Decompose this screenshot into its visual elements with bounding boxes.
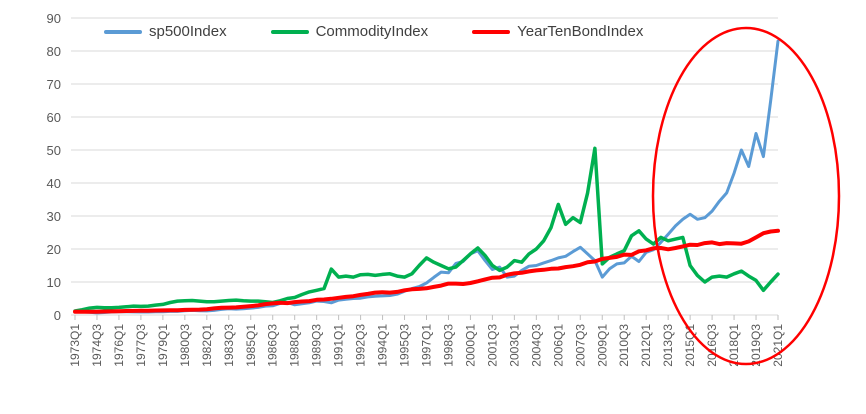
CommodityIndex-line-swatch	[270, 29, 309, 34]
series-line-sp500Index	[73, 39, 780, 315]
x-axis-tick-label: 2006Q1	[551, 324, 565, 367]
x-axis-tick-label: 2018Q1	[727, 324, 741, 367]
x-axis-tick-label: 1983Q3	[222, 324, 236, 367]
legend-item-YearTenBondIndex[interactable]: YearTenBondIndex	[472, 23, 643, 40]
y-axis-tick-label: 50	[47, 143, 61, 158]
y-axis-tick-label: 10	[47, 275, 61, 290]
y-axis-tick-label: 20	[47, 242, 61, 257]
x-axis-tick-label: 1985Q1	[244, 324, 258, 367]
x-axis-tick-label: 1998Q3	[441, 324, 455, 367]
x-axis-tick-label: 1995Q3	[398, 324, 412, 367]
y-axis-tick-label: 60	[47, 110, 61, 125]
x-axis-tick-label: 1979Q1	[156, 324, 170, 367]
series-line-YearTenBondIndex	[73, 228, 780, 314]
x-axis-tick-label: 2004Q3	[529, 324, 543, 367]
y-axis-tick-label: 30	[47, 209, 61, 224]
x-axis-tick-label: 2001Q3	[485, 324, 499, 367]
x-axis-tick-label: 2016Q3	[705, 324, 719, 367]
x-axis-tick-label: 2003Q1	[507, 324, 521, 367]
x-axis-tick-label: 1982Q1	[200, 324, 214, 367]
x-axis-tick-label: 2019Q3	[749, 324, 763, 367]
legend-label: CommodityIndex	[315, 23, 429, 40]
x-axis-tick-label: 1997Q1	[420, 324, 434, 367]
series-line-CommodityIndex	[73, 146, 780, 313]
x-axis-tick-label: 1991Q1	[332, 324, 346, 367]
x-axis-tick-label: 2013Q3	[661, 324, 675, 367]
x-axis-tick-label: 2009Q1	[595, 324, 609, 367]
y-axis-tick-label: 90	[47, 11, 61, 26]
x-axis-tick-label: 1974Q3	[90, 324, 104, 367]
x-axis-tick-label: 2000Q1	[463, 324, 477, 367]
x-axis-tick-label: 1994Q1	[376, 324, 390, 367]
legend-label: YearTenBondIndex	[517, 23, 644, 40]
y-axis-tick-label: 40	[47, 176, 61, 191]
legend-item-sp500Index[interactable]: sp500Index	[104, 23, 227, 40]
y-axis-tick-label: 80	[47, 44, 61, 59]
y-axis-tick-label: 70	[47, 77, 61, 92]
x-axis-tick-label: 1988Q1	[288, 324, 302, 367]
x-axis-tick-label: 1986Q3	[266, 324, 280, 367]
YearTenBondIndex-line-swatch	[472, 29, 511, 34]
x-axis-tick-label: 2010Q3	[617, 324, 631, 367]
sp500Index-line-swatch	[104, 29, 142, 34]
x-axis-tick-label: 1980Q3	[178, 324, 192, 367]
x-axis-tick-label: 1976Q1	[112, 324, 126, 367]
legend-label: sp500Index	[149, 23, 227, 40]
legend-item-CommodityIndex[interactable]: CommodityIndex	[270, 23, 429, 40]
annotation-ellipse	[651, 26, 841, 366]
x-axis-tick-label: 2007Q3	[573, 324, 587, 367]
x-axis-tick-label: 2012Q1	[639, 324, 653, 367]
x-axis-tick-label: 1973Q1	[68, 324, 82, 367]
x-axis-tick-label: 1989Q3	[310, 324, 324, 367]
y-axis-tick-label: 0	[54, 308, 61, 323]
chart-legend: sp500Index CommodityIndex YearTenBondIndex	[104, 23, 643, 40]
x-axis-tick-label: 1977Q3	[134, 324, 148, 367]
x-axis-tick-label: 2021Q1	[771, 324, 785, 367]
x-axis-tick-label: 1992Q3	[354, 324, 368, 367]
